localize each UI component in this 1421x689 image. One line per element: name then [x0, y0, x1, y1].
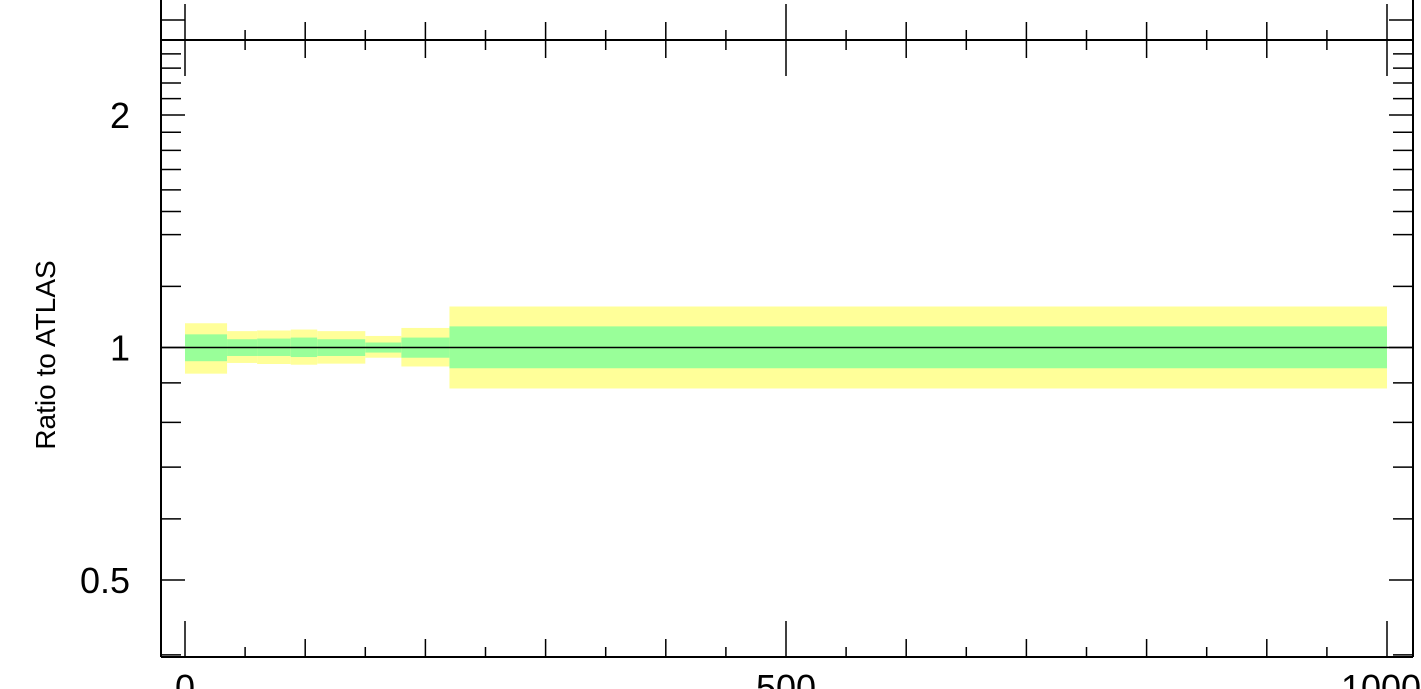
x-tick-label: 0 [175, 667, 195, 689]
tick-labels: 0.5 1 2 0 500 1000 [80, 95, 1421, 689]
plot-frame [160, 0, 1414, 658]
x-tick-label: 1000 [1341, 667, 1421, 689]
y-tick-label: 2 [110, 95, 130, 136]
axis-ticks [161, 4, 1413, 657]
x-tick-label: 500 [756, 667, 816, 689]
y-tick-label: 0.5 [80, 560, 130, 601]
y-axis-title: Ratio to ATLAS [30, 260, 61, 449]
y-tick-label: 1 [110, 328, 130, 369]
